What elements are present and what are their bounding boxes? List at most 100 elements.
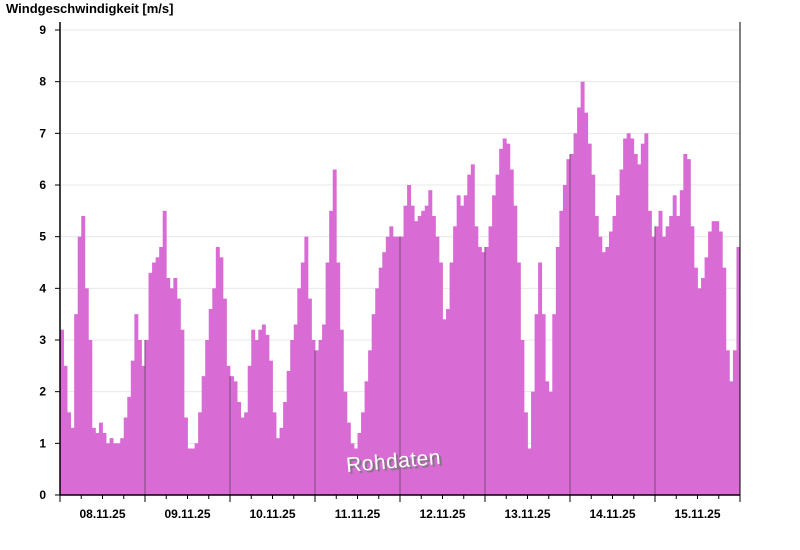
- y-tick-label: 8: [39, 75, 46, 89]
- wind-bar: [424, 205, 429, 495]
- wind-bar: [180, 329, 185, 495]
- wind-bar: [98, 422, 103, 495]
- wind-bar: [516, 262, 521, 495]
- y-tick-label: 5: [39, 230, 46, 244]
- wind-bar: [152, 262, 157, 495]
- wind-bar: [60, 329, 64, 495]
- x-tick-label: 08.11.25: [79, 507, 125, 521]
- wind-bar: [407, 185, 412, 495]
- wind-bar: [566, 159, 571, 495]
- wind-bar: [400, 236, 404, 495]
- wind-bar: [237, 402, 242, 495]
- wind-bar: [506, 143, 511, 495]
- y-tick-label: 2: [39, 385, 46, 399]
- y-tick-label: 7: [39, 126, 46, 140]
- wind-bar: [538, 262, 543, 495]
- wind-bar: [658, 210, 663, 496]
- wind-bar: [268, 360, 273, 495]
- wind-bar: [446, 309, 450, 495]
- wind-bar: [562, 185, 567, 495]
- wind-bar: [637, 164, 642, 496]
- wind-bar: [233, 381, 238, 495]
- wind-bar: [421, 210, 426, 496]
- wind-bar: [332, 169, 337, 495]
- wind-bar: [353, 448, 358, 495]
- wind-bar: [403, 205, 408, 495]
- wind-bar: [697, 288, 702, 495]
- wind-bar: [226, 365, 231, 495]
- wind-bar: [173, 278, 178, 495]
- wind-bar: [205, 340, 210, 495]
- wind-bar: [145, 340, 149, 495]
- wind-bar: [414, 221, 419, 495]
- wind-bar: [169, 288, 174, 495]
- wind-bar: [382, 252, 387, 495]
- wind-bar: [655, 226, 659, 496]
- wind-bar: [251, 329, 256, 495]
- wind-bar: [191, 448, 195, 495]
- wind-bar: [470, 164, 475, 496]
- wind-bar: [293, 324, 298, 495]
- wind-bar: [240, 417, 245, 495]
- wind-bar: [201, 376, 206, 495]
- wind-bar: [159, 247, 164, 495]
- wind-bar: [534, 314, 539, 495]
- wind-bar: [591, 174, 596, 495]
- wind-bar: [630, 138, 635, 495]
- wind-bar: [686, 159, 691, 495]
- wind-bar: [584, 112, 589, 496]
- wind-bar: [715, 221, 720, 495]
- wind-bar: [640, 143, 645, 495]
- wind-bar: [283, 402, 288, 495]
- wind-bar: [120, 438, 125, 495]
- wind-bar: [431, 216, 436, 495]
- wind-bar: [385, 236, 390, 495]
- wind-bar: [417, 216, 422, 495]
- wind-bar: [166, 278, 171, 495]
- wind-bar: [651, 236, 656, 495]
- wind-bar: [598, 236, 603, 495]
- wind-bar: [410, 205, 415, 495]
- wind-bar: [555, 247, 560, 495]
- wind-bar: [594, 216, 599, 495]
- wind-bar: [392, 236, 397, 495]
- wind-bar: [693, 267, 698, 495]
- wind-bar: [286, 371, 291, 495]
- wind-bar: [148, 272, 153, 495]
- wind-bar: [690, 226, 695, 496]
- wind-bar: [442, 319, 447, 495]
- wind-bar: [608, 231, 613, 495]
- wind-bar: [346, 422, 351, 495]
- wind-bar: [307, 298, 312, 495]
- wind-bar: [336, 262, 341, 495]
- wind-bar: [208, 309, 213, 495]
- wind-bar: [322, 324, 327, 495]
- wind-bar: [116, 443, 121, 495]
- wind-bar: [513, 205, 518, 495]
- wind-bar: [162, 210, 167, 496]
- wind-bar: [435, 236, 440, 495]
- y-tick-label: 0: [39, 488, 46, 502]
- x-tick-label: 11.11.25: [335, 507, 381, 521]
- wind-bar: [492, 195, 497, 496]
- wind-bar: [580, 81, 585, 496]
- wind-bar: [357, 433, 362, 495]
- wind-bar: [509, 169, 514, 495]
- wind-bar: [315, 350, 319, 495]
- wind-bar: [261, 324, 266, 495]
- wind-bar: [102, 433, 107, 495]
- wind-bar: [548, 391, 553, 495]
- wind-bar: [290, 340, 295, 495]
- wind-bar: [541, 314, 546, 495]
- wind-bar: [672, 195, 677, 496]
- wind-bar: [130, 360, 135, 495]
- wind-bar: [311, 340, 316, 495]
- wind-bar: [106, 443, 110, 495]
- wind-bar: [254, 340, 259, 495]
- wind-bar: [91, 427, 96, 495]
- x-tick-label: 10.11.25: [249, 507, 295, 521]
- wind-bar: [495, 174, 500, 495]
- wind-bar: [155, 257, 160, 495]
- wind-bar: [176, 298, 181, 495]
- wind-bar: [623, 138, 628, 495]
